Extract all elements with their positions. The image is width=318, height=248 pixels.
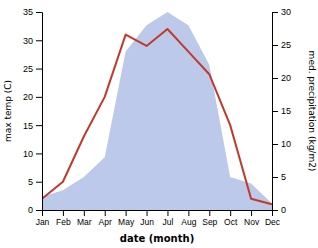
tick: 10 <box>23 149 42 159</box>
y2-axis-title: med. precipitation (kg/m2) <box>307 51 317 172</box>
tick: 20 <box>272 73 291 83</box>
tick: 10 <box>272 139 291 149</box>
y2-axis: 0 5 10 15 20 25 30 <box>272 7 291 215</box>
tick-label: 10 <box>23 149 33 159</box>
tick-mark <box>84 210 85 216</box>
tick: Jun <box>140 210 154 227</box>
tick-label: Aug <box>181 217 196 227</box>
tick-mark <box>36 125 42 126</box>
tick-label: 30 <box>23 36 33 46</box>
tick-label: 5 <box>28 177 33 187</box>
tick: 30 <box>272 7 291 17</box>
tick: Jan <box>36 210 50 227</box>
tick-mark <box>126 210 127 216</box>
tick-mark <box>36 69 42 70</box>
tick: 20 <box>23 92 42 102</box>
marks <box>42 12 272 210</box>
tick-mark <box>36 40 42 41</box>
x-axis: Jan Feb Mar Apr May Jun Jul Aug Sep Oct Nov Dec <box>36 210 281 227</box>
tick-label: Jul <box>163 217 174 227</box>
tick-label: 30 <box>281 7 291 17</box>
tick-mark <box>209 210 210 216</box>
axis-line <box>273 13 279 211</box>
tick-mark <box>230 210 231 216</box>
tick-mark <box>272 144 278 145</box>
tick-mark <box>147 210 148 216</box>
tick-label: Nov <box>244 217 260 227</box>
tick-label: 15 <box>281 106 291 116</box>
tick-label: May <box>118 217 135 227</box>
tick: Feb <box>56 210 71 227</box>
tick-label: Jan <box>36 217 50 227</box>
tick-label: Dec <box>265 217 281 227</box>
tick: May <box>118 210 135 227</box>
tick-label: Jun <box>140 217 154 227</box>
tick-mark <box>188 210 189 216</box>
tick-label: Apr <box>99 217 112 227</box>
tick-mark <box>36 182 42 183</box>
tick-mark <box>272 210 278 211</box>
tick: Nov <box>244 210 260 227</box>
tick-label: 15 <box>23 121 33 131</box>
tick-label: 25 <box>23 64 33 74</box>
tick-label: 25 <box>281 40 291 50</box>
tick: Oct <box>224 210 238 227</box>
precipitation-area <box>42 12 272 210</box>
axis-line <box>36 13 43 211</box>
tick-mark <box>36 210 42 211</box>
tick-mark <box>272 111 278 112</box>
tick-mark <box>36 153 42 154</box>
tick-label: 10 <box>281 139 291 149</box>
tick: 25 <box>23 64 42 74</box>
tick-mark <box>105 210 106 216</box>
tick: 30 <box>23 36 42 46</box>
axis-line <box>43 211 273 217</box>
tick-mark <box>272 78 278 79</box>
tick-label: Feb <box>56 217 71 227</box>
tick-mark <box>36 97 42 98</box>
tick: Dec <box>265 210 281 227</box>
tick-label: 5 <box>281 172 286 182</box>
tick: Jul <box>163 210 174 227</box>
tick: 0 <box>28 205 42 215</box>
tick: 5 <box>272 172 286 182</box>
tick-label: Mar <box>77 217 92 227</box>
tick-mark <box>272 45 278 46</box>
tick: Aug <box>181 210 196 227</box>
tick-label: Sep <box>202 217 217 227</box>
x-axis-title: date (month) <box>120 233 194 244</box>
y-axis-title: max temp (C) <box>3 80 13 142</box>
tick-label: 0 <box>28 205 33 215</box>
plot: JanFebMarAprMayJunJulAugSepOctNovDec0510… <box>23 7 291 227</box>
tick-label: 0 <box>281 205 286 215</box>
tick: 35 <box>23 7 42 17</box>
tick-mark <box>272 177 278 178</box>
tick-mark <box>251 210 252 216</box>
tick: 15 <box>23 121 42 131</box>
tick-mark <box>36 12 42 13</box>
tick-mark <box>167 210 168 216</box>
chart: JanFebMarAprMayJunJulAugSepOctNovDec0510… <box>0 0 318 248</box>
tick: 5 <box>28 177 42 187</box>
tick-label: 20 <box>281 73 291 83</box>
tick-mark <box>63 210 64 216</box>
tick: Apr <box>99 210 112 227</box>
tick: 0 <box>272 205 286 215</box>
tick-label: Oct <box>224 217 238 227</box>
tick-label: 35 <box>23 7 33 17</box>
temperature-line <box>42 29 272 204</box>
tick: Sep <box>202 210 217 227</box>
tick-mark <box>272 12 278 13</box>
tick: 15 <box>272 106 291 116</box>
tick: Mar <box>77 210 92 227</box>
tick: 25 <box>272 40 291 50</box>
y-axis: 0 5 10 15 20 25 30 35 <box>23 7 43 215</box>
tick-label: 20 <box>23 92 33 102</box>
